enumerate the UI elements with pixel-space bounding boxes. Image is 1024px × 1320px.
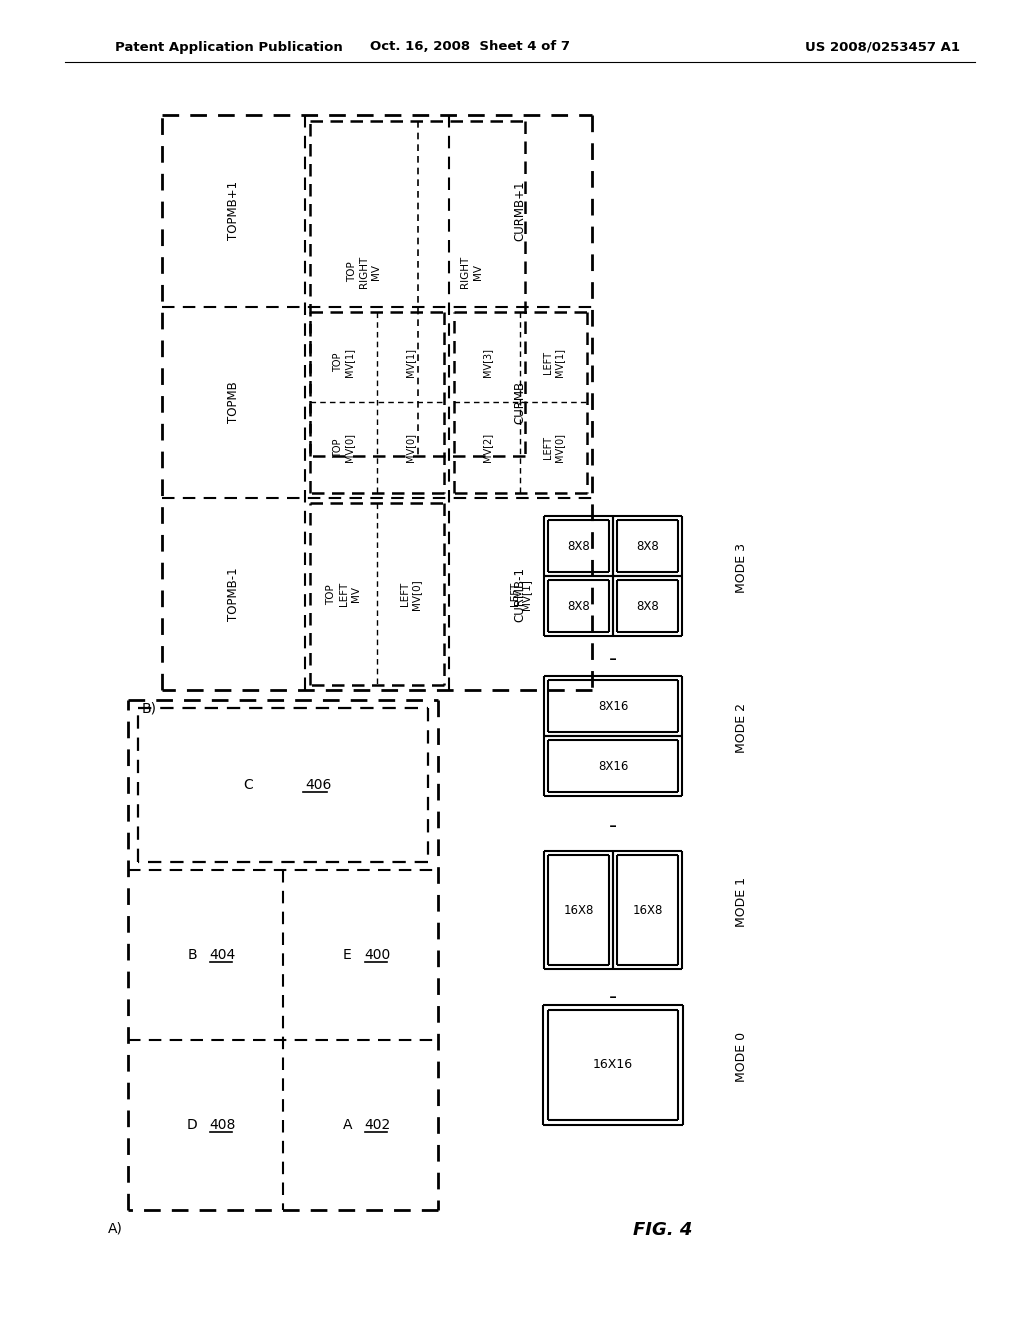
Text: Patent Application Publication: Patent Application Publication xyxy=(115,41,343,54)
Text: 408: 408 xyxy=(210,1118,236,1133)
Text: 8X8: 8X8 xyxy=(567,540,590,553)
Text: MV[0]: MV[0] xyxy=(406,433,416,462)
Text: 16X8: 16X8 xyxy=(563,903,594,916)
Text: CURMB+1: CURMB+1 xyxy=(514,181,526,242)
Text: LEFT
MV[1]: LEFT MV[1] xyxy=(543,348,564,378)
Text: B: B xyxy=(187,948,198,962)
Text: 8X8: 8X8 xyxy=(567,599,590,612)
Text: A): A) xyxy=(109,1222,123,1236)
Text: Oct. 16, 2008  Sheet 4 of 7: Oct. 16, 2008 Sheet 4 of 7 xyxy=(370,41,570,54)
Text: CURMB: CURMB xyxy=(514,381,526,424)
Text: D: D xyxy=(187,1118,198,1133)
Text: TOP
LEFT
MV: TOP LEFT MV xyxy=(327,582,361,606)
Text: TOPMB-1: TOPMB-1 xyxy=(227,568,241,620)
Text: MV[1]: MV[1] xyxy=(406,348,416,378)
Text: TOPMB: TOPMB xyxy=(227,381,241,424)
Text: MODE 2: MODE 2 xyxy=(735,704,748,752)
Text: 16X16: 16X16 xyxy=(593,1059,633,1072)
Text: 8X8: 8X8 xyxy=(636,599,658,612)
Text: 16X8: 16X8 xyxy=(632,903,663,916)
Text: MV[3]: MV[3] xyxy=(482,348,492,378)
Text: TOP
RIGHT
MV: TOP RIGHT MV xyxy=(347,256,382,288)
Text: 8X16: 8X16 xyxy=(598,700,628,713)
Text: LEFT
MV[1]: LEFT MV[1] xyxy=(510,578,531,610)
Text: MODE 0: MODE 0 xyxy=(735,1032,748,1082)
Text: B): B) xyxy=(142,702,157,715)
Text: MODE 1: MODE 1 xyxy=(735,876,748,927)
Text: -: - xyxy=(609,816,617,836)
Text: 404: 404 xyxy=(210,948,236,962)
Text: MODE 3: MODE 3 xyxy=(735,543,748,593)
Text: LEFT
MV[0]: LEFT MV[0] xyxy=(543,433,564,462)
Text: TOP
MV[1]: TOP MV[1] xyxy=(333,348,354,378)
Text: 8X8: 8X8 xyxy=(636,540,658,553)
Text: A: A xyxy=(343,1118,352,1133)
Text: LEFT
MV[0]: LEFT MV[0] xyxy=(399,578,421,610)
Text: CURMB-1: CURMB-1 xyxy=(514,566,526,622)
Text: -: - xyxy=(609,648,617,668)
Text: C: C xyxy=(244,777,253,792)
Text: 402: 402 xyxy=(365,1118,391,1133)
Text: TOPMB+1: TOPMB+1 xyxy=(227,181,241,240)
Text: TOP
MV[0]: TOP MV[0] xyxy=(333,433,354,462)
Text: RIGHT
MV: RIGHT MV xyxy=(461,256,482,288)
Text: MV[2]: MV[2] xyxy=(482,433,492,462)
Text: 406: 406 xyxy=(305,777,332,792)
Text: -: - xyxy=(609,987,617,1007)
Text: FIG. 4: FIG. 4 xyxy=(633,1221,692,1239)
Text: E: E xyxy=(343,948,352,962)
Text: 400: 400 xyxy=(365,948,391,962)
Text: US 2008/0253457 A1: US 2008/0253457 A1 xyxy=(805,41,961,54)
Text: 8X16: 8X16 xyxy=(598,759,628,772)
